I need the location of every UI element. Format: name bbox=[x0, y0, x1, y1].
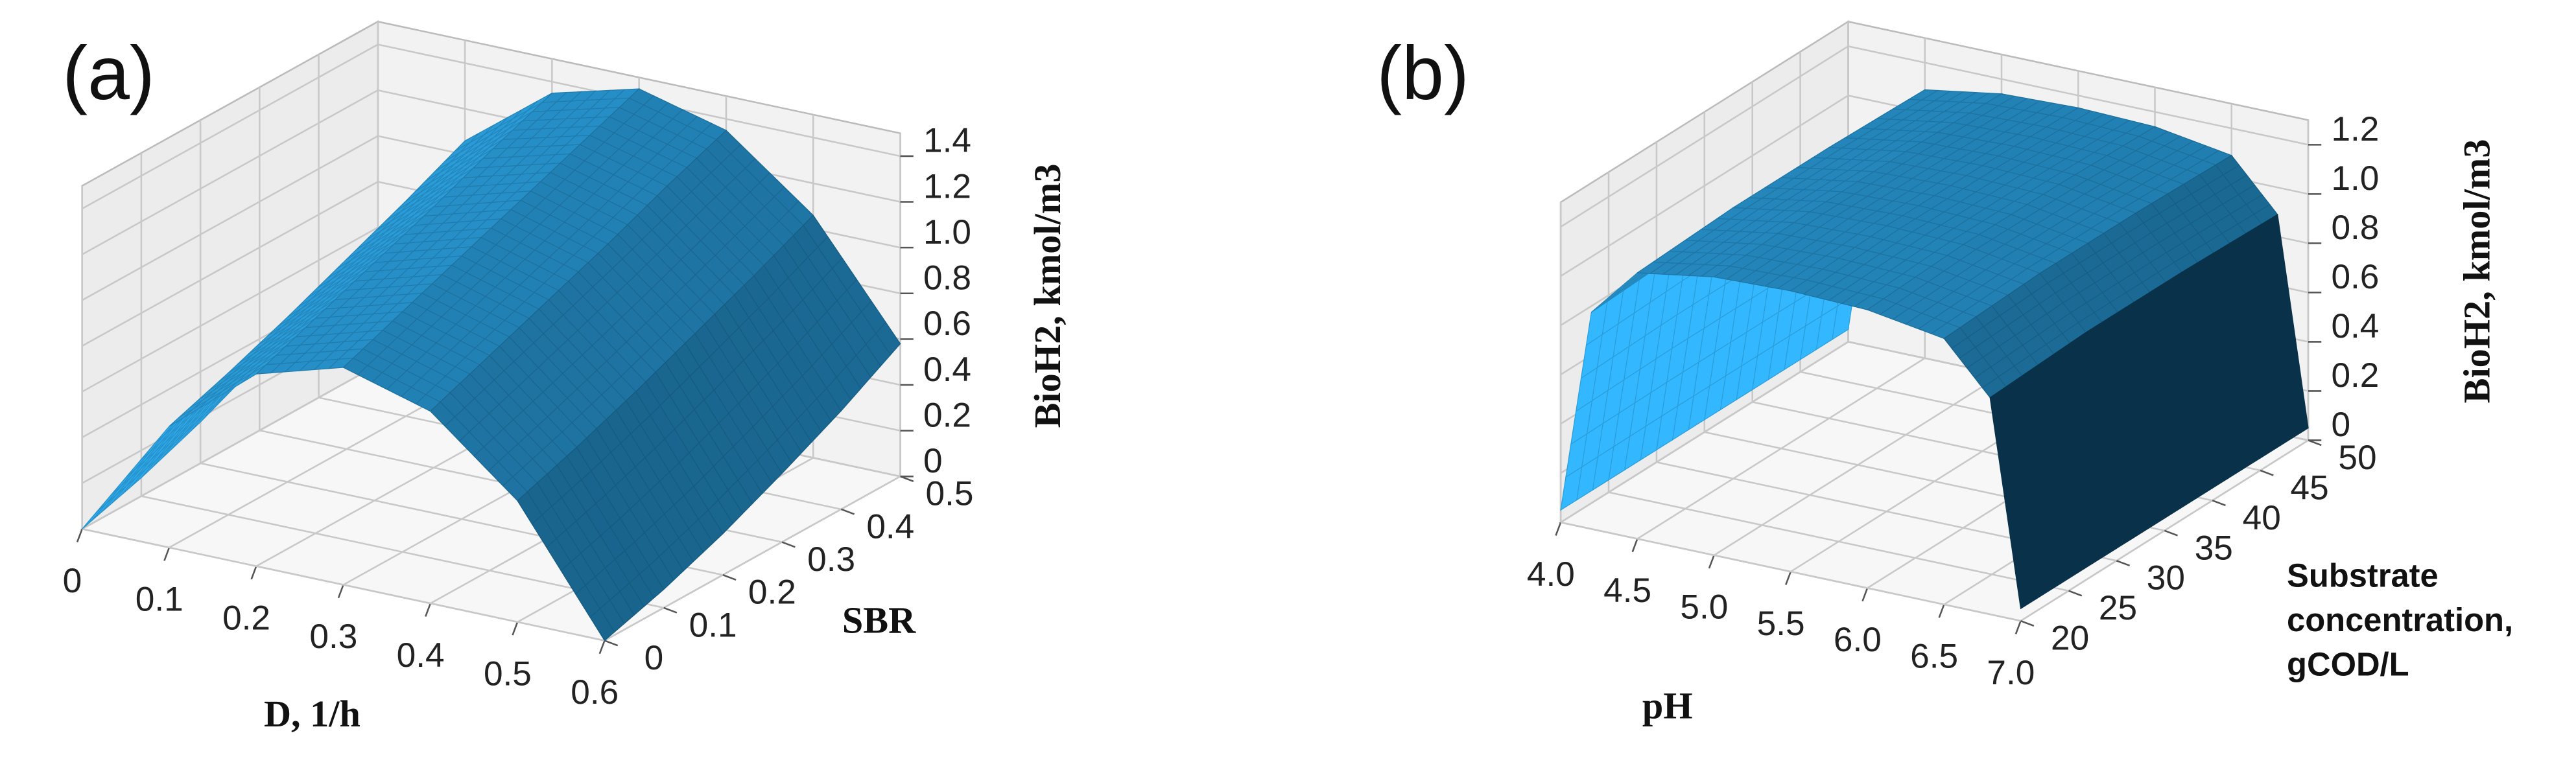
z-tick-label: 0.4 bbox=[2331, 307, 2379, 345]
x-tick-label: 7.0 bbox=[1987, 654, 2035, 692]
grid-line bbox=[1848, 45, 2309, 146]
tick-mark bbox=[2116, 560, 2131, 567]
grid-line bbox=[82, 43, 379, 210]
y-tick-label: 0.4 bbox=[866, 507, 914, 546]
y-tick-label: 50 bbox=[2338, 439, 2376, 477]
surface-patch bbox=[2015, 562, 2037, 610]
y-axis-label: Substrate bbox=[2287, 557, 2439, 594]
tick-mark bbox=[663, 607, 678, 614]
tick-mark bbox=[2020, 619, 2035, 627]
surface-chart: 0 0.1 0.2 0.3 0.4 0.5 0.600.10.20.30.40.500.20… bbox=[62, 20, 1069, 735]
grid-line bbox=[82, 528, 605, 642]
z-tick-label: 0 bbox=[923, 442, 943, 480]
y-tick-label: 35 bbox=[2195, 529, 2233, 567]
x-axis-label: pH bbox=[1642, 684, 1693, 726]
grid-line bbox=[82, 135, 379, 301]
tick-mark bbox=[2212, 500, 2226, 507]
tick-mark bbox=[1555, 522, 1562, 536]
tick-mark bbox=[1938, 604, 1945, 618]
tick-mark bbox=[2164, 529, 2178, 537]
z-tick-label: 1.0 bbox=[2331, 159, 2379, 198]
tick-mark bbox=[1708, 555, 1715, 569]
tick-mark bbox=[76, 528, 83, 542]
surface-patch bbox=[589, 608, 615, 642]
z-tick-label: 0.2 bbox=[2331, 356, 2379, 395]
grid-line bbox=[1560, 45, 1849, 228]
z-axis-label: BioH2, kmol/m3 bbox=[1026, 164, 1069, 428]
tick-mark bbox=[722, 574, 737, 581]
x-tick-label: 0.2 bbox=[222, 599, 270, 637]
grid-line bbox=[82, 181, 379, 347]
y-tick-label: 45 bbox=[2291, 469, 2329, 507]
z-tick-label: 0 bbox=[2331, 406, 2350, 444]
tick-mark bbox=[2260, 469, 2274, 476]
tick-mark bbox=[425, 603, 432, 617]
y-tick-label: 40 bbox=[2243, 499, 2281, 537]
z-tick-label: 1.2 bbox=[923, 167, 971, 205]
x-tick-label: 0.4 bbox=[397, 636, 445, 675]
x-axis-label: D, 1/h bbox=[264, 693, 360, 735]
z-tick-label: 1.0 bbox=[923, 213, 971, 251]
tick-mark bbox=[1785, 571, 1792, 585]
z-tick-label: 0.6 bbox=[2331, 258, 2379, 296]
panel-label: (a) bbox=[62, 30, 154, 115]
grid-line bbox=[169, 382, 466, 549]
grid-line bbox=[1560, 341, 1849, 524]
z-tick-label: 0.4 bbox=[923, 351, 971, 389]
tick-mark bbox=[337, 584, 344, 599]
x-tick-label: 5.0 bbox=[1680, 588, 1728, 626]
x-tick-label: 5.5 bbox=[1757, 605, 1805, 643]
tick-mark bbox=[1861, 588, 1869, 602]
y-tick-label: 30 bbox=[2147, 559, 2185, 597]
y-tick-label: 20 bbox=[2051, 619, 2089, 658]
grid-line bbox=[1608, 491, 2069, 592]
x-tick-label: 0 bbox=[63, 562, 82, 600]
grid-line bbox=[1560, 521, 2021, 622]
tick-mark bbox=[1631, 538, 1638, 553]
panel-label: (b) bbox=[1377, 30, 1469, 115]
y-tick-label: 0.5 bbox=[926, 475, 974, 513]
z-tick-label: 0.2 bbox=[923, 396, 971, 434]
x-tick-label: 0.6 bbox=[571, 673, 619, 712]
grid-line bbox=[82, 364, 379, 530]
x-tick-label: 4.5 bbox=[1603, 572, 1651, 610]
z-tick-label: 1.4 bbox=[923, 122, 971, 160]
x-tick-label: 0.3 bbox=[309, 618, 357, 656]
y-tick-label: 0.3 bbox=[807, 540, 855, 579]
z-axis-label: BioH2, kmol/m3 bbox=[2455, 139, 2498, 404]
x-tick-label: 6.0 bbox=[1834, 621, 1882, 659]
z-tick-label: 0.8 bbox=[923, 259, 971, 297]
x-tick-label: 0.1 bbox=[136, 581, 183, 619]
y-tick-label: 25 bbox=[2099, 589, 2137, 627]
tick-mark bbox=[250, 566, 257, 580]
z-tick-label: 0.6 bbox=[923, 305, 971, 343]
y-tick-label: 0 bbox=[644, 639, 664, 677]
tick-mark bbox=[2015, 620, 2022, 634]
x-tick-label: 0.5 bbox=[484, 655, 532, 693]
tick-mark bbox=[598, 640, 606, 654]
grid-line bbox=[82, 226, 379, 393]
y-tick-label: 0.2 bbox=[748, 573, 796, 612]
grid-line bbox=[604, 476, 901, 642]
tick-mark bbox=[781, 541, 796, 548]
x-tick-label: 4.0 bbox=[1527, 555, 1575, 594]
x-tick-label: 6.5 bbox=[1910, 637, 1958, 675]
z-tick-label: 1.2 bbox=[2331, 110, 2379, 148]
tick-mark bbox=[604, 640, 619, 647]
tick-mark bbox=[840, 508, 855, 515]
tick-mark bbox=[2068, 590, 2083, 597]
grid-line bbox=[82, 89, 379, 255]
y-axis-label: SBR bbox=[842, 599, 916, 642]
tick-mark bbox=[512, 621, 519, 636]
grid-line bbox=[1560, 95, 1849, 277]
y-tick-label: 0.1 bbox=[689, 606, 737, 644]
y-axis-label: concentration, bbox=[2287, 601, 2513, 638]
z-tick-label: 0.8 bbox=[2331, 209, 2379, 247]
y-axis-label: gCOD/L bbox=[2287, 646, 2409, 683]
tick-mark bbox=[163, 547, 171, 561]
